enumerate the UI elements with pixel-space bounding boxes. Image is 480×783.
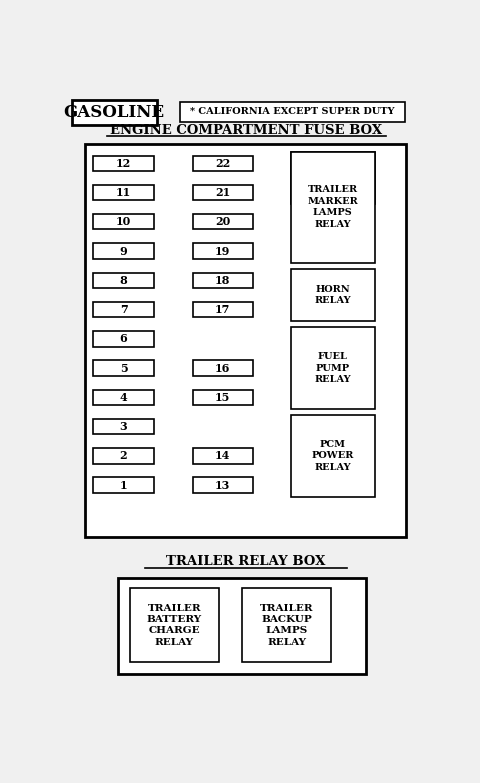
- Text: 14: 14: [215, 450, 230, 461]
- Text: 21: 21: [215, 187, 230, 198]
- Text: 17: 17: [215, 304, 230, 315]
- Bar: [93, 214, 154, 229]
- Text: 19: 19: [215, 246, 230, 257]
- Bar: [192, 478, 253, 493]
- Text: 4: 4: [120, 392, 127, 402]
- Text: 15: 15: [215, 392, 230, 402]
- Bar: [192, 244, 253, 258]
- Text: 2: 2: [120, 450, 127, 461]
- Text: 3: 3: [120, 421, 127, 432]
- Bar: [93, 302, 154, 317]
- Bar: [192, 185, 253, 200]
- Text: * CALIFORNIA EXCEPT SUPER DUTY: * CALIFORNIA EXCEPT SUPER DUTY: [190, 107, 395, 116]
- Bar: [93, 448, 154, 464]
- Text: 16: 16: [215, 363, 230, 373]
- Bar: [192, 156, 253, 171]
- Text: 5: 5: [120, 363, 127, 373]
- Text: 8: 8: [120, 275, 127, 286]
- Bar: [72, 100, 157, 124]
- Text: TRAILER
BATTERY
CHARGE
RELAY: TRAILER BATTERY CHARGE RELAY: [147, 604, 202, 647]
- Bar: [93, 478, 154, 493]
- Bar: [180, 102, 405, 121]
- Text: 11: 11: [116, 187, 131, 198]
- Text: TRAILER
MARKER
LAMPS
RELAY: TRAILER MARKER LAMPS RELAY: [307, 186, 358, 229]
- Bar: [291, 152, 375, 204]
- Bar: [291, 327, 375, 409]
- Bar: [93, 390, 154, 405]
- Text: ENGINE COMPARTMENT FUSE BOX: ENGINE COMPARTMENT FUSE BOX: [110, 124, 382, 137]
- Text: 10: 10: [116, 216, 131, 227]
- Bar: [291, 269, 375, 321]
- Bar: [85, 144, 407, 536]
- Bar: [291, 415, 375, 496]
- Text: PCM
POWER
RELAY: PCM POWER RELAY: [312, 440, 354, 472]
- Text: 9: 9: [120, 246, 127, 257]
- Text: 20: 20: [215, 216, 230, 227]
- Bar: [192, 448, 253, 464]
- Bar: [93, 185, 154, 200]
- Text: 22: 22: [215, 157, 230, 169]
- Bar: [192, 360, 253, 376]
- Text: TRAILER
BACKUP
LAMPS
RELAY: TRAILER BACKUP LAMPS RELAY: [260, 604, 313, 647]
- Text: 12: 12: [116, 157, 131, 169]
- Bar: [242, 588, 331, 662]
- Bar: [118, 578, 366, 673]
- Text: 7: 7: [120, 304, 127, 315]
- Text: 13: 13: [215, 480, 230, 491]
- Text: 1: 1: [120, 480, 127, 491]
- Text: TRAILER RELAY BOX: TRAILER RELAY BOX: [166, 555, 326, 568]
- Bar: [93, 331, 154, 347]
- Text: FUEL
PUMP
RELAY: FUEL PUMP RELAY: [314, 352, 351, 384]
- Bar: [93, 419, 154, 435]
- Text: GASOLINE: GASOLINE: [64, 104, 165, 121]
- Bar: [291, 152, 375, 262]
- Text: 6: 6: [120, 334, 127, 345]
- Bar: [93, 156, 154, 171]
- Bar: [93, 244, 154, 258]
- Bar: [192, 272, 253, 288]
- Text: 18: 18: [215, 275, 230, 286]
- Bar: [192, 214, 253, 229]
- Bar: [93, 360, 154, 376]
- Bar: [93, 272, 154, 288]
- Text: HORN
RELAY: HORN RELAY: [314, 285, 351, 305]
- Bar: [130, 588, 219, 662]
- Bar: [192, 302, 253, 317]
- Bar: [192, 390, 253, 405]
